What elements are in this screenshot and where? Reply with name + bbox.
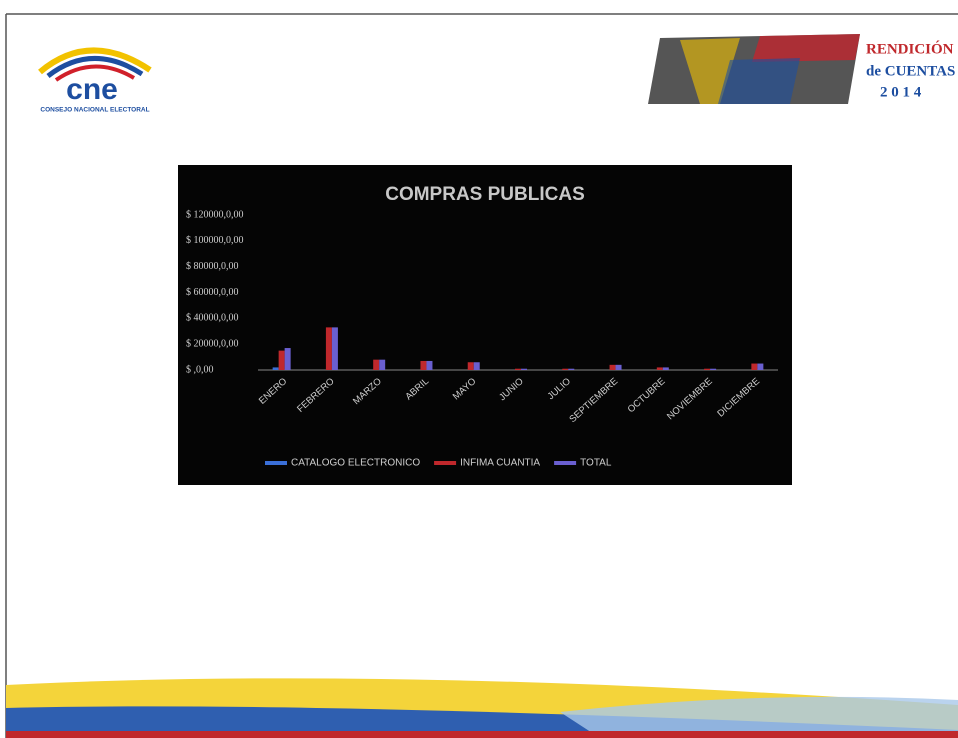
banner-text: de CUENTAS xyxy=(866,63,955,79)
bar xyxy=(515,368,521,370)
bar xyxy=(615,364,622,370)
legend-label: CATALOGO ELECTRONICO xyxy=(291,458,420,469)
bar xyxy=(562,368,569,370)
y-tick-label: $ ,0,00 xyxy=(186,364,214,375)
bar xyxy=(325,327,332,370)
bar xyxy=(278,350,285,370)
legend-label: INFIMA CUANTIA xyxy=(460,458,540,469)
y-tick-label: $ 100000,0,00 xyxy=(186,235,244,246)
banner-stripe xyxy=(718,58,800,104)
logo-arc xyxy=(46,56,144,78)
footer-stripe xyxy=(6,731,958,738)
y-tick-label: $ 80000,0,00 xyxy=(186,261,239,272)
banner-text: 2 0 1 4 xyxy=(880,84,922,100)
bar xyxy=(373,359,380,370)
bar xyxy=(751,363,758,370)
y-tick-label: $ 120000,0,00 xyxy=(186,209,244,220)
legend-label: TOTAL xyxy=(580,458,612,469)
bar xyxy=(331,327,338,370)
bar xyxy=(379,359,386,370)
bar xyxy=(521,368,527,370)
bar xyxy=(426,360,433,370)
y-tick-label: $ 20000,0,00 xyxy=(186,338,239,349)
bar xyxy=(568,368,575,370)
chart: COMPRAS PUBLICAS $ ,0,00 $ 20000,0,00 $ 40… xyxy=(178,165,792,485)
banner-stripe xyxy=(752,34,860,62)
y-tick-label: $ 40000,0,00 xyxy=(186,313,239,324)
logo-arc xyxy=(54,64,136,82)
chart-title: COMPRAS PUBLICAS xyxy=(385,184,585,205)
y-tick-label: $ 60000,0,00 xyxy=(186,287,239,298)
logo-text: cne xyxy=(66,73,118,106)
banner-text: RENDICIÓN xyxy=(866,40,954,57)
bar xyxy=(609,364,616,370)
bar xyxy=(656,367,663,370)
bar xyxy=(710,368,717,370)
bar xyxy=(272,367,279,370)
bar xyxy=(662,367,669,370)
bar xyxy=(467,362,474,370)
organization: CONSEJO NACIONAL ELECTORAL xyxy=(40,107,149,114)
bar xyxy=(704,368,711,370)
logo-arc xyxy=(38,47,152,75)
bar xyxy=(284,348,291,370)
bar xyxy=(420,360,427,370)
bar xyxy=(473,362,480,370)
chart-area xyxy=(178,165,792,485)
footer-stripe xyxy=(560,696,958,738)
bar xyxy=(757,363,764,370)
